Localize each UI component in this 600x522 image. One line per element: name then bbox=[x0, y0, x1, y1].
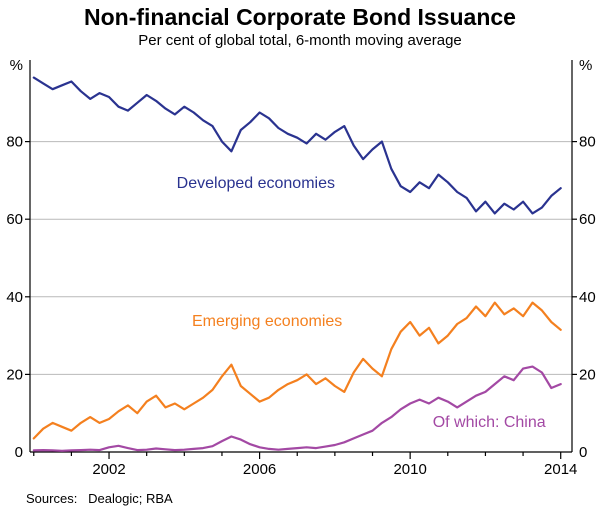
y-tick-label-left-40: 40 bbox=[6, 289, 23, 306]
y-tick-label-left-0: 0 bbox=[15, 444, 23, 461]
y-tick-label-left-20: 20 bbox=[6, 366, 23, 383]
y-tick-label-right-80: 80 bbox=[579, 134, 596, 151]
series-label-emerging-economies: Emerging economies bbox=[192, 313, 342, 330]
line-developed-economies bbox=[32, 76, 562, 215]
y-tick-label-left-80: 80 bbox=[6, 134, 23, 151]
series-label-of-which-china: Of which: China bbox=[433, 414, 546, 431]
chart-subtitle: Per cent of global total, 6-month moving… bbox=[138, 32, 462, 49]
series-label-developed-economies: Developed economies bbox=[177, 175, 335, 192]
y-tick-label-right-60: 60 bbox=[579, 211, 596, 228]
chart-page: Non-financial Corporate Bond Issuance Pe… bbox=[0, 4, 600, 506]
line-of-which-china bbox=[32, 365, 562, 452]
y-tick-label-left-60: 60 bbox=[6, 211, 23, 228]
x-tick-label-2006: 2006 bbox=[243, 461, 276, 478]
y-axis-unit-right: % bbox=[579, 57, 592, 74]
x-tick-label-2010: 2010 bbox=[393, 461, 426, 478]
line-emerging-economies bbox=[32, 301, 562, 440]
y-axis-unit-left: % bbox=[10, 57, 23, 74]
y-tick-label-right-20: 20 bbox=[579, 366, 596, 383]
x-tick-label-2014: 2014 bbox=[544, 461, 577, 478]
chart-title: Non-financial Corporate Bond Issuance bbox=[84, 4, 516, 30]
sources-note: Sources: Dealogic; RBA bbox=[26, 491, 173, 506]
chart-svg: 0 0 20 20 40 40 60 60 80 80% % 2002 2006 2010 2014 Deve… bbox=[6, 57, 596, 478]
y-tick-label-right-0: 0 bbox=[579, 444, 587, 461]
y-tick-label-right-40: 40 bbox=[579, 289, 596, 306]
x-tick-label-2002: 2002 bbox=[92, 461, 125, 478]
